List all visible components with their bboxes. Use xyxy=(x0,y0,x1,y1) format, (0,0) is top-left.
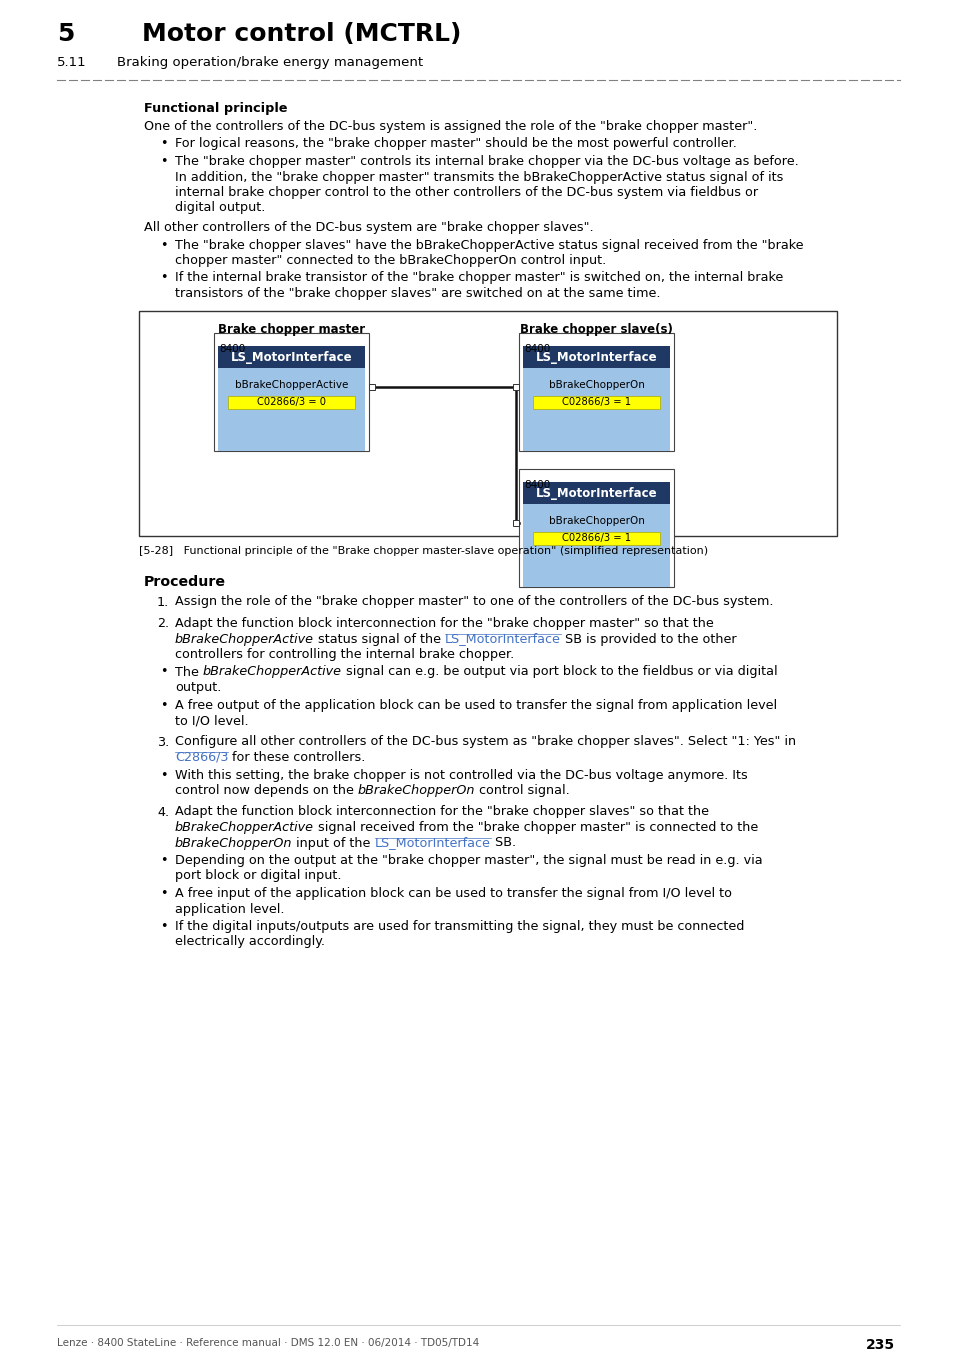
Text: 5: 5 xyxy=(57,22,74,46)
Text: port block or digital input.: port block or digital input. xyxy=(174,869,341,883)
Bar xyxy=(533,396,659,409)
Text: status signal of the: status signal of the xyxy=(314,633,444,645)
Text: 2.: 2. xyxy=(157,617,169,630)
Text: LS_MotorInterface: LS_MotorInterface xyxy=(536,351,657,364)
Text: bBrakeChopperActive: bBrakeChopperActive xyxy=(203,666,341,679)
Bar xyxy=(139,310,836,536)
Text: •: • xyxy=(160,855,168,867)
Text: Brake chopper master: Brake chopper master xyxy=(217,323,365,336)
Text: Brake chopper slave(s): Brake chopper slave(s) xyxy=(519,323,672,336)
Text: C2866/3: C2866/3 xyxy=(174,751,229,764)
Text: •: • xyxy=(160,239,168,251)
Bar xyxy=(369,383,375,390)
Text: bBrakeChopperActive: bBrakeChopperActive xyxy=(234,381,348,390)
Text: 8400: 8400 xyxy=(523,481,550,490)
Text: 3.: 3. xyxy=(157,736,169,748)
Bar xyxy=(518,332,673,451)
Bar xyxy=(513,383,518,390)
Text: input of the: input of the xyxy=(293,837,375,849)
Text: bBrakeChopperActive: bBrakeChopperActive xyxy=(174,821,314,834)
Text: Procedure: Procedure xyxy=(144,575,226,590)
Text: 4.: 4. xyxy=(157,806,169,818)
Text: bBrakeChopperActive: bBrakeChopperActive xyxy=(174,633,314,645)
Text: •: • xyxy=(160,919,168,933)
Bar xyxy=(522,367,669,451)
Text: chopper master" connected to the bBrakeChopperOn control input.: chopper master" connected to the bBrakeC… xyxy=(174,254,605,267)
Text: bBrakeChopperOn: bBrakeChopperOn xyxy=(548,517,644,526)
Text: Assign the role of the "brake chopper master" to one of the controllers of the D: Assign the role of the "brake chopper ma… xyxy=(174,595,773,609)
Text: 5.11: 5.11 xyxy=(57,55,87,69)
Text: signal received from the "brake chopper master" is connected to the: signal received from the "brake chopper … xyxy=(314,821,758,834)
Text: C02866/3 = 1: C02866/3 = 1 xyxy=(561,397,630,408)
Text: 235: 235 xyxy=(865,1338,894,1350)
Text: for these controllers.: for these controllers. xyxy=(229,751,366,764)
Text: For logical reasons, the "brake chopper master" should be the most powerful cont: For logical reasons, the "brake chopper … xyxy=(174,138,736,150)
Text: The "brake chopper slaves" have the bBrakeChopperActive status signal received f: The "brake chopper slaves" have the bBra… xyxy=(174,239,802,251)
Text: With this setting, the brake chopper is not controlled via the DC-bus voltage an: With this setting, the brake chopper is … xyxy=(174,768,747,782)
Text: C02866/3 = 0: C02866/3 = 0 xyxy=(256,397,326,408)
Text: 8400: 8400 xyxy=(219,344,245,355)
Text: If the internal brake transistor of the "brake chopper master" is switched on, t: If the internal brake transistor of the … xyxy=(174,271,782,285)
Text: control now depends on the: control now depends on the xyxy=(174,784,357,796)
Text: controllers for controlling the internal brake chopper.: controllers for controlling the internal… xyxy=(174,648,514,662)
Bar xyxy=(522,346,669,367)
Text: •: • xyxy=(160,698,168,711)
Text: control signal.: control signal. xyxy=(475,784,570,796)
Text: C02866/3 = 1: C02866/3 = 1 xyxy=(561,533,630,544)
Text: The "brake chopper master" controls its internal brake chopper via the DC-bus vo: The "brake chopper master" controls its … xyxy=(174,155,798,167)
Text: •: • xyxy=(160,271,168,285)
Bar xyxy=(522,504,669,586)
Text: •: • xyxy=(160,887,168,900)
Text: bBrakeChopperOn: bBrakeChopperOn xyxy=(174,837,293,849)
Text: electrically accordingly.: electrically accordingly. xyxy=(174,936,325,949)
Text: SB is provided to the other: SB is provided to the other xyxy=(560,633,736,645)
Text: Braking operation/brake energy management: Braking operation/brake energy managemen… xyxy=(117,55,423,69)
Bar xyxy=(213,332,369,451)
Text: LS_MotorInterface: LS_MotorInterface xyxy=(444,633,560,645)
Text: LS_MotorInterface: LS_MotorInterface xyxy=(375,837,490,849)
Text: signal can e.g. be output via port block to the fieldbus or via digital: signal can e.g. be output via port block… xyxy=(341,666,777,679)
Bar xyxy=(518,468,673,586)
Text: In addition, the "brake chopper master" transmits the bBrakeChopperActive status: In addition, the "brake chopper master" … xyxy=(174,170,782,184)
Text: application level.: application level. xyxy=(174,903,284,915)
Text: The: The xyxy=(174,666,203,679)
Text: •: • xyxy=(160,138,168,150)
Text: [5-28]   Functional principle of the "Brake chopper master-slave operation" (sim: [5-28] Functional principle of the "Brak… xyxy=(139,545,707,555)
Bar xyxy=(513,520,518,525)
Text: Adapt the function block interconnection for the "brake chopper master" so that : Adapt the function block interconnection… xyxy=(174,617,713,630)
Bar xyxy=(533,532,659,544)
Text: Depending on the output at the "brake chopper master", the signal must be read i: Depending on the output at the "brake ch… xyxy=(174,855,761,867)
Bar xyxy=(228,396,355,409)
Text: Functional principle: Functional principle xyxy=(144,103,287,115)
Text: •: • xyxy=(160,155,168,167)
Bar xyxy=(218,346,365,367)
Text: All other controllers of the DC-bus system are "brake chopper slaves".: All other controllers of the DC-bus syst… xyxy=(144,221,593,234)
Text: to I/O level.: to I/O level. xyxy=(174,714,249,728)
Text: transistors of the "brake chopper slaves" are switched on at the same time.: transistors of the "brake chopper slaves… xyxy=(174,288,659,300)
Text: •: • xyxy=(160,768,168,782)
Text: 8400: 8400 xyxy=(523,344,550,355)
Text: A free output of the application block can be used to transfer the signal from a: A free output of the application block c… xyxy=(174,698,777,711)
Text: 1.: 1. xyxy=(157,595,169,609)
Text: output.: output. xyxy=(174,680,221,694)
Text: One of the controllers of the DC-bus system is assigned the role of the "brake c: One of the controllers of the DC-bus sys… xyxy=(144,120,757,134)
Text: Motor control (MCTRL): Motor control (MCTRL) xyxy=(142,22,461,46)
Text: internal brake chopper control to the other controllers of the DC-bus system via: internal brake chopper control to the ot… xyxy=(174,186,758,198)
Text: Configure all other controllers of the DC-bus system as "brake chopper slaves". : Configure all other controllers of the D… xyxy=(174,736,796,748)
Text: Adapt the function block interconnection for the "brake chopper slaves" so that : Adapt the function block interconnection… xyxy=(174,806,708,818)
Text: LS_MotorInterface: LS_MotorInterface xyxy=(231,351,352,364)
Bar xyxy=(522,482,669,504)
Bar xyxy=(218,367,365,451)
Text: digital output.: digital output. xyxy=(174,201,265,215)
Text: •: • xyxy=(160,666,168,679)
Text: A free input of the application block can be used to transfer the signal from I/: A free input of the application block ca… xyxy=(174,887,731,900)
Text: bBrakeChopperOn: bBrakeChopperOn xyxy=(548,381,644,390)
Text: bBrakeChopperOn: bBrakeChopperOn xyxy=(357,784,475,796)
Text: Lenze · 8400 StateLine · Reference manual · DMS 12.0 EN · 06/2014 · TD05/TD14: Lenze · 8400 StateLine · Reference manua… xyxy=(57,1338,478,1349)
Text: SB.: SB. xyxy=(490,837,516,849)
Text: If the digital inputs/outputs are used for transmitting the signal, they must be: If the digital inputs/outputs are used f… xyxy=(174,919,743,933)
Text: LS_MotorInterface: LS_MotorInterface xyxy=(536,487,657,500)
